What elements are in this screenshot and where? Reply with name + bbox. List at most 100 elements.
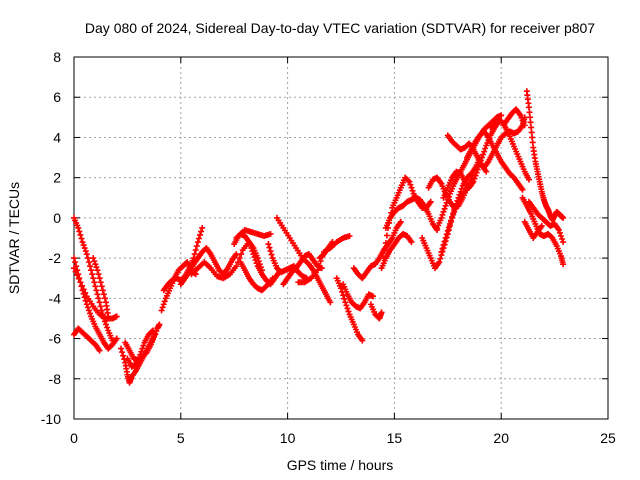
data-point	[72, 268, 79, 275]
series-arc-37	[500, 106, 528, 129]
y-tick-label: 6	[53, 89, 61, 105]
data-point	[238, 251, 245, 258]
data-point	[96, 275, 103, 282]
data-point	[93, 287, 100, 294]
data-point	[104, 324, 111, 331]
data-point	[525, 104, 532, 111]
x-tick-label: 25	[600, 430, 616, 446]
data-point	[558, 232, 565, 239]
data-point	[448, 217, 455, 224]
data-point	[72, 259, 79, 266]
series-arc-41	[521, 218, 545, 241]
data-point	[262, 284, 269, 291]
data-point	[265, 241, 272, 248]
data-point	[80, 286, 87, 293]
data-point	[156, 321, 163, 328]
data-point	[94, 267, 101, 274]
data-point	[138, 348, 145, 355]
data-point	[94, 291, 101, 298]
data-point	[193, 243, 200, 250]
x-tick-label: 10	[280, 430, 296, 446]
series-arc-22	[340, 281, 377, 312]
data-point	[480, 151, 487, 158]
data-point	[97, 303, 104, 310]
y-tick-label: -6	[49, 331, 62, 347]
data-point	[105, 313, 112, 320]
data-point	[95, 271, 102, 278]
y-tick-label: 4	[53, 129, 61, 145]
data-point	[314, 267, 321, 274]
data-point	[528, 129, 535, 136]
data-point	[560, 214, 567, 221]
data-point	[445, 224, 452, 231]
data-point	[83, 251, 90, 258]
series-arc-38	[523, 88, 567, 223]
y-axis-label: SDTVAR / TECUs	[6, 182, 22, 294]
data-point	[405, 177, 412, 184]
axis-ticks: 0 5 10 15 20 25 -10 -8 -6 -4 -2 0 2 4 6 8	[41, 49, 616, 446]
chart-title: Day 080 of 2024, Sidereal Day-to-day VTE…	[85, 20, 595, 36]
data-point	[521, 122, 528, 129]
data-point	[381, 247, 388, 254]
data-point	[84, 304, 91, 311]
data-point	[556, 229, 563, 236]
data-point	[82, 289, 89, 296]
data-point	[560, 261, 567, 268]
data-point	[191, 251, 198, 258]
data-point	[137, 351, 144, 358]
data-point	[449, 213, 456, 220]
data-point	[90, 255, 97, 262]
data-point	[96, 347, 103, 354]
data-point	[249, 248, 256, 255]
data-point	[316, 262, 323, 269]
data-point	[346, 232, 353, 239]
data-point	[101, 295, 108, 302]
x-tick-label: 20	[493, 430, 509, 446]
data-point	[71, 265, 77, 272]
data-point	[251, 254, 258, 261]
series-arc-31	[440, 118, 503, 201]
data-point	[233, 263, 240, 270]
data-point	[427, 198, 434, 205]
series-arc-18	[273, 214, 334, 306]
data-point	[370, 293, 377, 300]
data-point	[269, 275, 276, 282]
data-point	[452, 203, 459, 210]
data-point	[96, 299, 103, 306]
data-point	[329, 239, 336, 246]
data-point	[442, 202, 449, 209]
data-point	[199, 224, 206, 231]
data-point	[79, 239, 86, 246]
data-point	[441, 205, 448, 212]
data-point	[78, 235, 85, 242]
x-tick-label: 5	[177, 430, 185, 446]
data-point	[378, 309, 385, 316]
series-arc-27	[382, 194, 441, 233]
data-point	[560, 239, 567, 246]
data-point	[119, 349, 126, 356]
data-point	[140, 342, 147, 349]
data-point	[327, 299, 334, 306]
series-arc-11	[177, 245, 240, 288]
data-point	[338, 285, 344, 292]
data-point	[340, 292, 347, 299]
y-tick-label: -4	[49, 290, 62, 306]
data-point	[453, 200, 460, 207]
data-point	[450, 210, 457, 217]
series-arc-14	[237, 259, 276, 294]
data-point	[77, 231, 84, 238]
series-arc-5	[90, 255, 112, 320]
data-point	[159, 304, 166, 311]
data-point	[150, 327, 157, 334]
data-point	[529, 134, 536, 141]
data-point	[383, 232, 390, 239]
data-point	[152, 331, 159, 338]
data-point	[89, 271, 96, 278]
data-point	[250, 251, 257, 258]
data-point	[359, 337, 366, 344]
data-point	[252, 257, 259, 264]
data-point	[75, 275, 82, 282]
data-point	[555, 226, 562, 233]
data-point	[95, 295, 102, 302]
